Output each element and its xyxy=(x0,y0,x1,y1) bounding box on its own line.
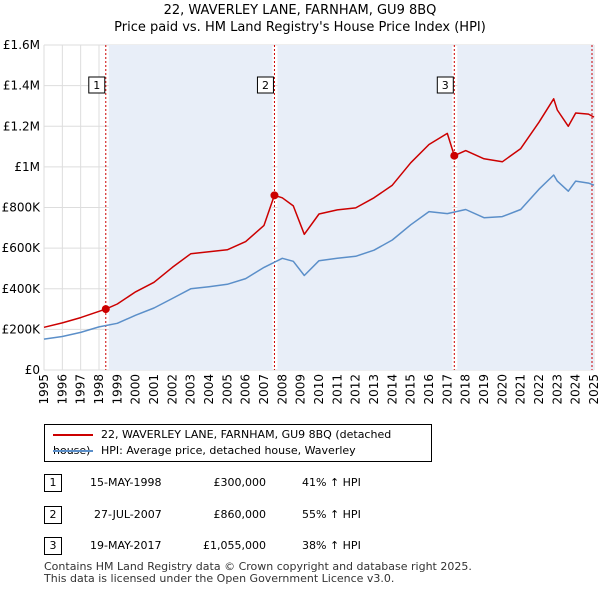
x-tick-label: 2011 xyxy=(330,374,344,405)
x-tick-label: 2003 xyxy=(184,374,198,405)
x-tick-label: 2019 xyxy=(477,374,491,405)
x-tick-label: 2018 xyxy=(459,374,473,405)
x-tick-label: 2013 xyxy=(367,374,381,405)
x-tick-label: 2021 xyxy=(514,374,528,405)
marker-box: 3 xyxy=(436,76,454,94)
y-tick-label: £1M xyxy=(14,160,40,174)
transaction-date: 19-MAY-2017 xyxy=(90,539,162,552)
series-line-hpi xyxy=(43,174,595,340)
x-tick-label: 2002 xyxy=(165,374,179,405)
marker-box: 2 xyxy=(256,76,274,94)
y-tick-label: £800K xyxy=(2,201,42,215)
transaction-date: 15-MAY-1998 xyxy=(90,476,162,489)
x-tick-label: 2010 xyxy=(312,374,326,405)
y-tick-label: £200K xyxy=(2,322,42,336)
x-tick-label: 2007 xyxy=(257,374,271,405)
sale-point xyxy=(270,191,279,200)
y-tick-label: £0 xyxy=(25,363,40,377)
marker-box: 1 xyxy=(88,76,106,94)
transaction-hpi: 55% ↑ HPI xyxy=(302,508,361,521)
sale-point xyxy=(450,151,459,160)
x-tick-label: 2023 xyxy=(550,374,564,405)
marker-box-label: 1 xyxy=(93,79,100,92)
x-tick-label: 2014 xyxy=(385,374,399,405)
chart-title: 22, WAVERLEY LANE, FARNHAM, GU9 8BQ xyxy=(163,3,437,18)
footer-copyright: Contains HM Land Registry data © Crown c… xyxy=(44,560,472,573)
x-tick-label: 2024 xyxy=(569,374,583,405)
x-tick-label: 2005 xyxy=(220,374,234,405)
marker-box-frame xyxy=(88,76,106,94)
x-tick-label: 2017 xyxy=(440,374,454,405)
x-tick-label: 1998 xyxy=(92,374,106,405)
y-tick-label: £600K xyxy=(2,241,42,255)
legend: 22, WAVERLEY LANE, FARNHAM, GU9 8BQ (det… xyxy=(44,424,432,462)
y-tick-label: £1.6M xyxy=(3,38,40,52)
transaction-number: 3 xyxy=(44,537,62,555)
x-tick-label: 2025 xyxy=(587,374,600,405)
x-tick-label: 1996 xyxy=(55,374,69,405)
x-tick-label: 2016 xyxy=(422,374,436,405)
x-tick-label: 2015 xyxy=(404,374,418,405)
transaction-price: £860,000 xyxy=(213,508,267,521)
x-tick-label: 2001 xyxy=(147,374,161,405)
marker-box-label: 3 xyxy=(442,79,449,92)
ownership-shade xyxy=(457,45,594,370)
series-line-property xyxy=(43,98,595,329)
sale-points xyxy=(101,151,459,314)
transaction-date: 27-JUL-2007 xyxy=(94,508,162,521)
transaction-markers: 1 2 3 xyxy=(88,76,454,94)
transaction-number: 2 xyxy=(44,506,62,524)
marker-box-frame xyxy=(436,76,454,94)
x-tick-label: 1995 xyxy=(37,374,51,405)
shaded-regions xyxy=(108,45,594,370)
x-tick-label: 2004 xyxy=(202,374,216,405)
ownership-shade xyxy=(108,45,273,370)
x-tick-label: 2008 xyxy=(275,374,289,405)
transaction-price: £300,000 xyxy=(213,476,267,489)
x-tick-label: 2006 xyxy=(239,374,253,405)
axes: £0 £200K £400K £600K £800K £1M £1.2M £1.4M £1.6M… xyxy=(2,38,600,405)
series-lines xyxy=(43,98,595,340)
x-tick-label: 1999 xyxy=(110,374,124,405)
y-tick-label: £1.2M xyxy=(3,119,40,133)
transaction-price: £1,055,000 xyxy=(203,539,266,552)
sale-point xyxy=(101,305,110,314)
legend-swatch-hpi xyxy=(53,450,93,452)
x-tick-label: 2000 xyxy=(129,374,143,405)
x-tick-label: 2020 xyxy=(495,374,509,405)
marker-box-label: 2 xyxy=(262,79,269,92)
y-tick-label: £400K xyxy=(2,282,42,296)
legend-swatch-property xyxy=(53,434,93,436)
ownership-shade xyxy=(277,45,453,370)
transaction-hpi: 41% ↑ HPI xyxy=(302,476,361,489)
transaction-hpi: 38% ↑ HPI xyxy=(302,539,361,552)
legend-item-hpi: HPI: Average price, detached house, Wave… xyxy=(53,443,356,459)
transaction-number: 1 xyxy=(44,474,62,492)
x-tick-label: 1997 xyxy=(74,374,88,405)
legend-label-hpi: HPI: Average price, detached house, Wave… xyxy=(101,444,356,457)
x-tick-label: 2022 xyxy=(532,374,546,405)
x-tick-label: 2012 xyxy=(349,374,363,405)
y-tick-label: £1.4M xyxy=(3,79,40,93)
x-tick-label: 2009 xyxy=(294,374,308,405)
marker-box-frame xyxy=(256,76,274,94)
footer-licence: This data is licensed under the Open Gov… xyxy=(44,572,395,585)
legend-item-property: 22, WAVERLEY LANE, FARNHAM, GU9 8BQ (det… xyxy=(53,427,431,457)
chart-subtitle: Price paid vs. HM Land Registry's House … xyxy=(114,20,486,35)
